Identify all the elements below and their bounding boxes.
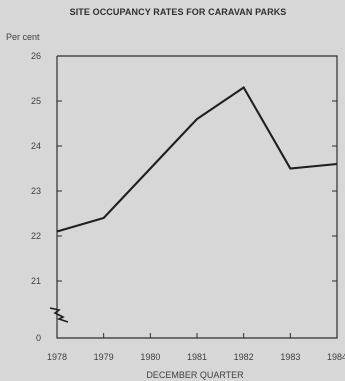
chart-title: SITE OCCUPANCY RATES FOR CARAVAN PARKS	[70, 7, 287, 17]
x-axis-tick-label: 1979	[94, 352, 114, 362]
plot-frame	[56, 55, 338, 339]
series-line	[56, 85, 338, 233]
y-axis-tick-label: 23	[31, 186, 41, 196]
y-axis-tick-label: 0	[36, 333, 41, 343]
x-axis-label: DECEMBER QUARTER	[146, 370, 244, 380]
y-axis-tick-label: 25	[31, 96, 41, 106]
x-axis-tick-label: 1981	[187, 352, 207, 362]
y-axis-tick-label: 22	[31, 231, 41, 241]
y-axis-tick-label: 21	[31, 276, 41, 286]
x-axis-tick-label: 1978	[47, 352, 67, 362]
y-axis-tick-label: 24	[31, 141, 41, 151]
x-axis-tick-label: 1983	[280, 352, 300, 362]
axis-break-mark	[49, 307, 69, 323]
y-axis-tick-label: 26	[31, 51, 41, 61]
plot-layer: 0 21 22 23 24 25 26 1978 1979 1980 1981 1982 1983 198…	[31, 51, 345, 362]
x-axis-tick-label: 1982	[234, 352, 254, 362]
y-axis-label: Per cent	[6, 32, 40, 42]
x-axis-tick-label: 1984	[327, 352, 345, 362]
x-axis-tick-label: 1980	[140, 352, 160, 362]
